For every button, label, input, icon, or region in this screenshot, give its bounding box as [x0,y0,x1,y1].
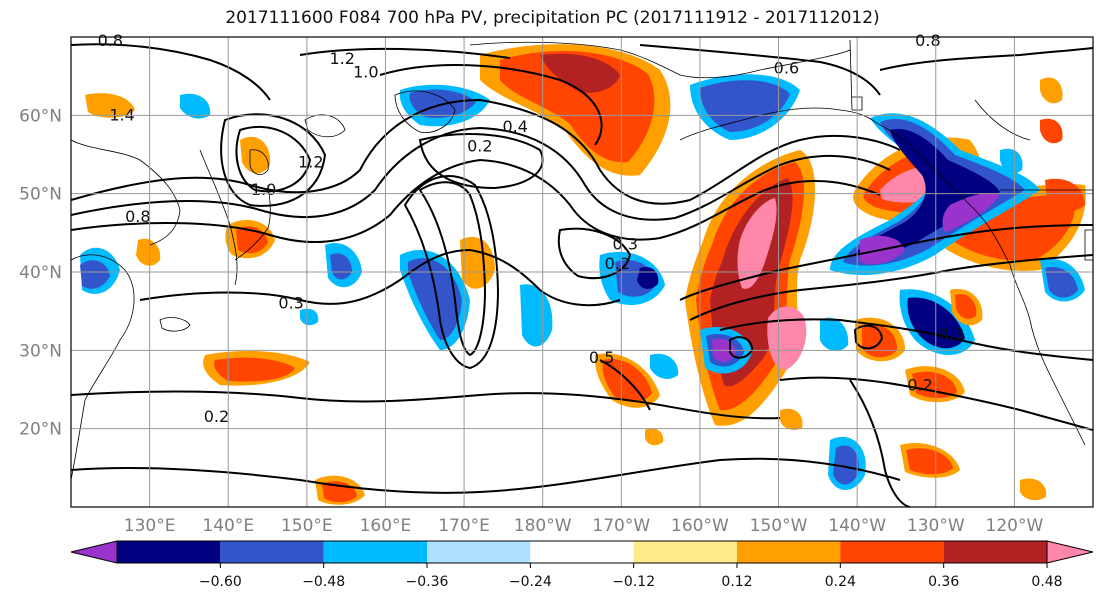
precipitation-shading [80,44,1086,505]
lat-tick-label: 30°N [19,341,62,361]
lon-tick-label: 170°E [438,516,490,536]
contour-label: 0.3 [613,235,638,254]
contour-label: 0.2 [467,137,492,156]
contour-label: 1.2 [329,49,354,68]
lon-tick-label: 140°W [828,516,886,536]
lat-tick-label: 40°N [19,263,62,283]
lat-tick-label: 60°N [19,106,62,126]
colorbar-segment [943,541,1047,563]
contour-label: 1.0 [251,180,276,199]
map-title: 2017111600 F084 700 hPa PV, precipitatio… [225,8,880,28]
contour-label: 0.3 [278,293,303,312]
colorbar-segment [427,541,531,563]
lon-tick-label: 160°W [671,516,729,536]
lon-tick-label: 150°E [281,516,333,536]
colorbar-segment [737,541,841,563]
contour-label: 0.2 [605,254,630,273]
lon-tick-label: 180°W [514,516,572,536]
lon-tick-label: 170°W [592,516,650,536]
contour-label: 0.8 [915,31,940,50]
colorbar-extend-low [70,540,118,564]
colorbar-segment [840,541,944,563]
colorbar-outline [116,540,1048,564]
coastlines [71,39,1093,481]
colorbar-extend-high [1046,540,1094,564]
colorbar-segment [633,541,737,563]
colorbar-tick-label: 0.36 [928,574,959,590]
colorbar-tick-label: −0.48 [302,574,345,590]
pv-contours [71,43,1093,507]
latitude-labels: 20°N 30°N 40°N 50°N 60°N [19,106,62,439]
contour-label: 1.2 [298,152,323,171]
contour-label: 0.8 [125,207,150,226]
lat-tick-label: 50°N [19,185,62,205]
colorbar-segment [323,541,427,563]
colorbar-segment [117,541,221,563]
colorbar-tick-label: 0.48 [1031,574,1062,590]
longitude-labels: 130°E 140°E 150°E 160°E 170°E 180°W 170°W 160°W… [124,516,1044,536]
colorbar-tick-label: 0.12 [721,574,752,590]
colorbar: −0.60 −0.48 −0.36 −0.24 −0.12 0.12 0.24 0.36 0.4… [70,540,1094,590]
map-frame [70,36,1094,508]
colorbar-segment [530,541,634,563]
colorbar-segment [220,541,324,563]
lon-tick-label: 150°W [750,516,808,536]
colorbar-tick-label: −0.36 [406,574,449,590]
lon-tick-label: 130°E [124,516,176,536]
contour-label: 1.0 [353,62,378,81]
lon-tick-label: 140°E [202,516,254,536]
lat-tick-label: 20°N [19,420,62,440]
colorbar-tick-label: −0.60 [199,574,242,590]
contour-label: 0.3 [939,325,964,344]
contour-label: 0.6 [774,58,799,77]
colorbar-tick-label: 0.24 [825,574,856,590]
contour-label: 0.2 [907,376,932,395]
map-gridlines [71,37,1093,507]
contour-label: 0.4 [502,117,527,136]
colorbar-tick-label: −0.12 [612,574,655,590]
lon-tick-label: 120°W [986,516,1044,536]
contour-label: 0.2 [204,407,229,426]
contour-label: 0.5 [589,348,614,367]
contour-label: 0.8 [98,31,123,50]
colorbar-tick-label: −0.24 [509,574,552,590]
lon-tick-label: 160°E [360,516,412,536]
lon-tick-label: 130°W [907,516,965,536]
